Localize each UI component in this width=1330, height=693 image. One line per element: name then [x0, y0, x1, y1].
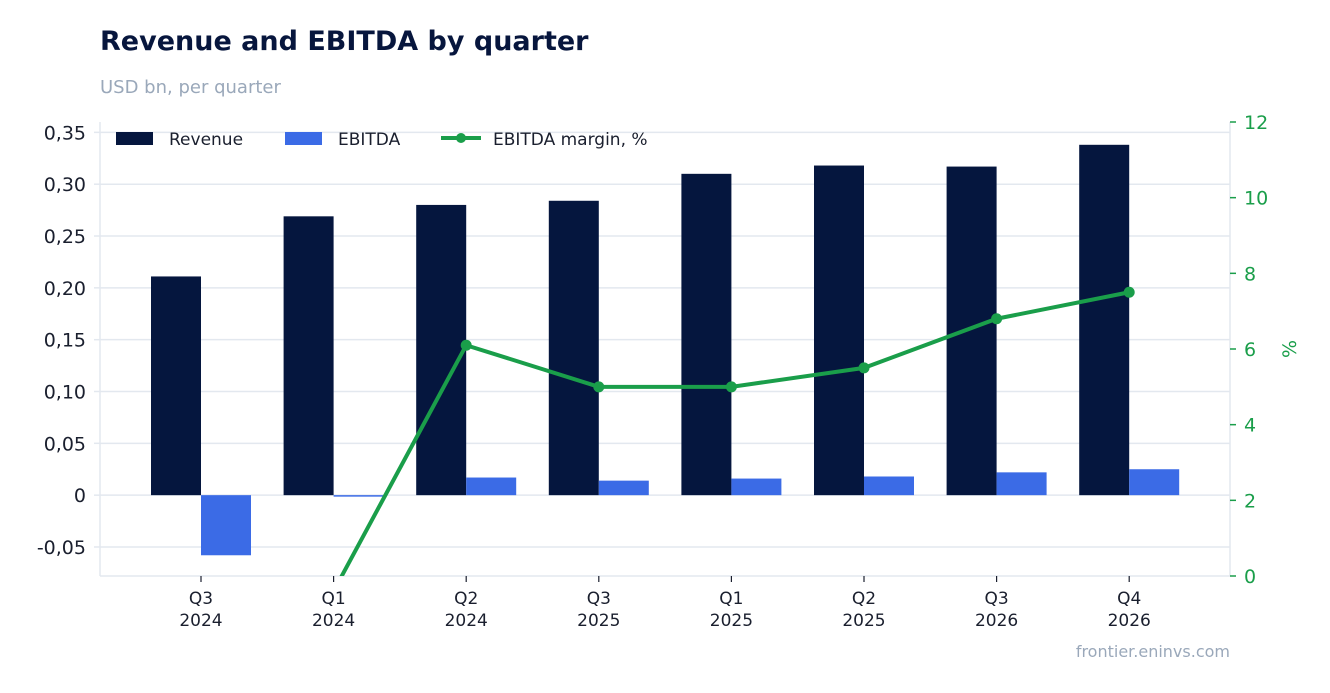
x-tick-label-year: 2024 — [179, 611, 222, 631]
bars — [151, 144, 1180, 556]
legend-label-revenue: Revenue — [169, 130, 243, 150]
legend: Revenue EBITDA EBITDA margin, % — [116, 130, 648, 150]
y-tick-label: 0,35 — [44, 122, 86, 144]
chart-subtitle: USD bn, per quarter — [100, 77, 281, 98]
x-tick-label-year: 2025 — [842, 611, 885, 631]
x-tick-label-quarter: Q2 — [454, 589, 478, 609]
ebitda-bar — [466, 477, 517, 496]
x-tick-label-year: 2026 — [975, 611, 1018, 631]
margin-point — [460, 339, 472, 351]
y2-tick-label: 0 — [1244, 566, 1256, 588]
margin-line — [339, 286, 1135, 576]
legend-marker-margin — [456, 133, 466, 143]
y-tick-label: 0,05 — [44, 433, 86, 455]
margin-point — [991, 313, 1003, 325]
chart-title: Revenue and EBITDA by quarter — [100, 26, 589, 57]
revenue-bar — [1079, 144, 1130, 496]
y2-axis-label: % — [1279, 340, 1301, 358]
ebitda-bar — [864, 476, 914, 496]
x-tick-label-year: 2025 — [577, 611, 620, 631]
revenue-bar — [681, 173, 732, 496]
y-tick-label: 0,10 — [44, 381, 86, 403]
x-tick-label-quarter: Q1 — [719, 589, 743, 609]
legend-swatch-ebitda — [285, 132, 322, 145]
revenue-bar — [946, 166, 997, 496]
revenue-bar — [416, 204, 467, 496]
y-tick-label: 0,15 — [44, 330, 86, 352]
x-tick-label-quarter: Q3 — [587, 589, 611, 609]
x-tick-label-year: 2026 — [1108, 611, 1151, 631]
x-tick-label-quarter: Q3 — [189, 589, 213, 609]
margin-point — [593, 381, 605, 393]
y2-tick-label: 6 — [1244, 339, 1256, 361]
margin-point — [858, 362, 870, 374]
x-tick-label-year: 2024 — [312, 611, 355, 631]
y-tick-label: 0 — [74, 485, 86, 507]
y-tick-label: 0,25 — [44, 226, 86, 248]
y2-tick-label: 4 — [1244, 415, 1256, 437]
ebitda-bar — [201, 495, 251, 556]
ebitda-bar — [598, 480, 649, 496]
revenue-bar — [814, 165, 864, 496]
x-tick-label-quarter: Q2 — [852, 589, 876, 609]
revenue-bar — [151, 276, 201, 496]
margin-point — [725, 381, 737, 393]
legend-label-margin: EBITDA margin, % — [493, 130, 648, 150]
x-tick-label-year: 2025 — [710, 611, 753, 631]
ebitda-bar — [731, 478, 782, 496]
x-tick-label-quarter: Q4 — [1117, 589, 1141, 609]
y2-tick-label: 10 — [1244, 188, 1268, 210]
x-tick-label-quarter: Q1 — [321, 589, 345, 609]
revenue-bar — [548, 200, 599, 496]
legend-label-ebitda: EBITDA — [338, 130, 401, 150]
tick-labels: -0,05 0 0,05 0,10 0,15 0,20 0,25 0,30 0,35 0 2 4 6 8 1… — [37, 112, 1301, 631]
ebitda-bar — [333, 495, 384, 497]
y2-tick-label: 8 — [1244, 263, 1256, 285]
revenue-bar — [283, 216, 334, 496]
x-tick-label-quarter: Q3 — [984, 589, 1008, 609]
ebitda-bar — [1129, 469, 1180, 496]
margin-point — [1123, 286, 1135, 298]
source-label: frontier.eninvs.com — [1075, 642, 1230, 661]
y2-tick-label: 2 — [1244, 490, 1256, 512]
y2-tick-label: 12 — [1244, 112, 1268, 134]
y-tick-label: 0,20 — [44, 278, 86, 300]
grid-lines — [100, 131, 1230, 548]
axes — [94, 121, 1236, 582]
y-tick-label: -0,05 — [37, 537, 86, 559]
y-tick-label: 0,30 — [44, 174, 86, 196]
ebitda-bar — [996, 472, 1047, 496]
legend-swatch-revenue — [116, 132, 153, 145]
x-tick-label-year: 2024 — [445, 611, 488, 631]
